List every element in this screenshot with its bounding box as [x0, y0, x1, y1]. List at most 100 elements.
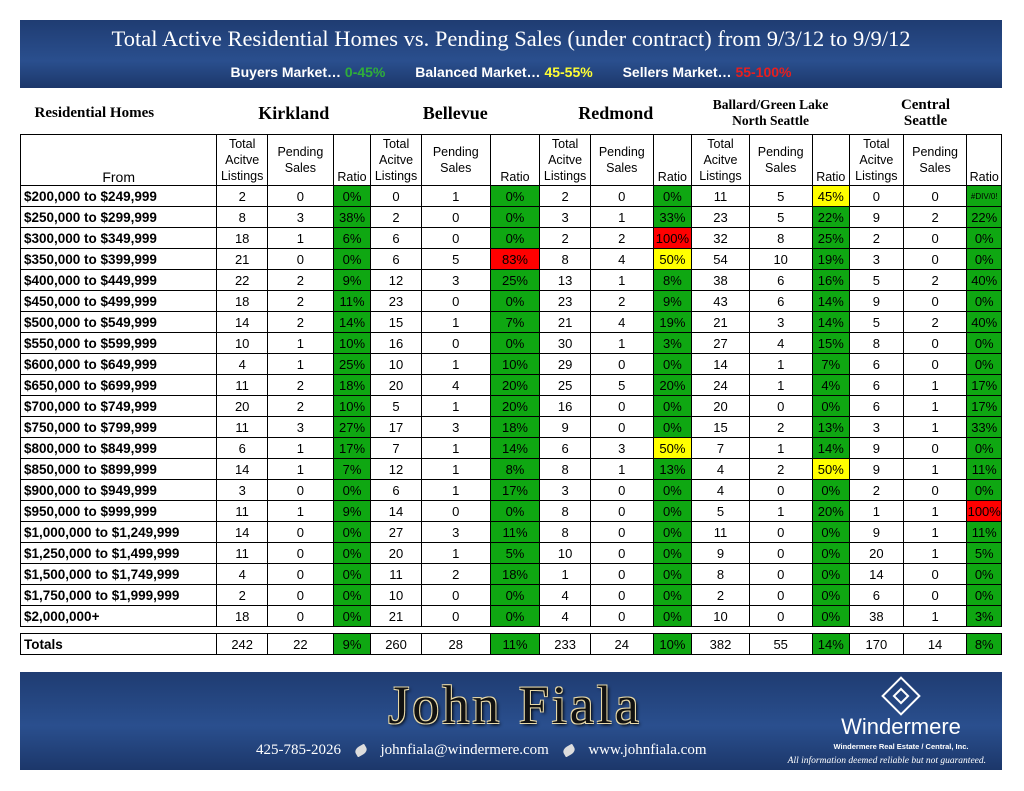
total-listings-cell: 9	[849, 521, 904, 543]
area-central-seattle: Central Seattle	[900, 97, 951, 129]
total-listings-cell: 14	[370, 500, 422, 522]
pending-sales-cell: 3	[266, 206, 334, 228]
website-link[interactable]: www.johnfiala.com	[588, 742, 707, 758]
pending-sales-cell: 1	[902, 374, 968, 396]
ratio-header: Ratio	[652, 134, 693, 186]
ratio-cell: 16%	[811, 269, 851, 291]
price-range: $450,000 to $499,999	[19, 290, 218, 312]
total-listings-cell: 38	[691, 269, 750, 291]
pending-sales-cell: 1	[589, 458, 654, 480]
brand-name: Windermere	[841, 714, 961, 739]
total-listings-cell: 11	[691, 185, 750, 207]
pending-sales-cell: 4	[589, 248, 654, 270]
ratio-cell: 0%	[652, 500, 693, 522]
ratio-cell: 0%	[966, 479, 1002, 501]
total-listings-cell: 6	[370, 479, 422, 501]
ratio-cell: 0%	[332, 185, 372, 207]
from-header: From	[19, 134, 218, 186]
pending-sales-cell: 0	[902, 479, 968, 501]
price-range: $1,000,000 to $1,249,999	[19, 521, 218, 543]
pending-sales-cell: 0	[266, 542, 334, 564]
pending-sales-cell: 8	[748, 227, 813, 249]
pending-sales-cell: 3	[420, 521, 491, 543]
ratio-cell: 50%	[811, 458, 851, 480]
total-listings-cell: 23	[539, 290, 591, 312]
total-listings-cell: 20	[370, 542, 422, 564]
ratio-cell: 0%	[652, 563, 693, 585]
legend-sellers-range: 55-100%	[735, 64, 792, 80]
price-range: Totals	[19, 633, 218, 655]
total-listings-cell: 9	[849, 206, 904, 228]
pending-sales-cell: 24	[589, 633, 654, 655]
total-listings-cell: 23	[691, 206, 750, 228]
table-row: $950,000 to $999,999 11 1 9% 14 0 0% 8 0 0% 5 1 20% 1…	[19, 500, 1002, 522]
ratio-cell: 0%	[652, 521, 693, 543]
total-listings-cell: 7	[691, 437, 750, 459]
ratio-cell: 0%	[966, 332, 1002, 354]
pending-sales-cell: 55	[748, 633, 813, 655]
total-listings-cell: 7	[370, 437, 422, 459]
total-listings-cell: 16	[539, 395, 591, 417]
total-listings-cell: 2	[691, 584, 750, 606]
ratio-cell: 8%	[966, 633, 1002, 655]
pending-sales-cell: 0	[589, 185, 654, 207]
price-range: $750,000 to $799,999	[19, 416, 218, 438]
table-row: $450,000 to $499,999 18 2 11% 23 0 0% 23 2 9% 43 6 1…	[19, 290, 1002, 312]
total-listings-cell: 8	[849, 332, 904, 354]
ratio-cell: 0%	[966, 353, 1002, 375]
pending-sales-cell: 0	[589, 542, 654, 564]
ratio-cell: 14%	[332, 311, 372, 333]
ratio-cell: 5%	[489, 542, 541, 564]
ratio-cell: 0%	[332, 248, 372, 270]
total-listings-cell: 54	[691, 248, 750, 270]
ratio-cell: 0%	[966, 290, 1002, 312]
pending-sales-cell: 0	[902, 563, 968, 585]
total-listings-cell: 242	[216, 633, 268, 655]
table-row: $650,000 to $699,999 11 2 18% 20 4 20% 25 5 20% 24…	[19, 374, 1002, 396]
windermere-mark-icon	[881, 676, 921, 716]
pending-sales-cell: 14	[902, 633, 968, 655]
total-listings-cell: 6	[370, 248, 422, 270]
ratio-cell: 0%	[652, 479, 693, 501]
pending-sales-cell: 4	[589, 311, 654, 333]
ratio-cell: 0%	[332, 479, 372, 501]
total-listings-cell: 6	[370, 227, 422, 249]
pending-sales-cell: 1	[748, 374, 813, 396]
area-bellevue: Bellevue	[422, 102, 488, 123]
pending-sales-cell: 1	[748, 500, 813, 522]
pending-sales-cell: 0	[589, 563, 654, 585]
ratio-cell: 0%	[966, 437, 1002, 459]
pending-sales-cell: 0	[748, 395, 813, 417]
price-range: $1,500,000 to $1,749,999	[19, 563, 218, 585]
ratio-cell: 0%	[811, 395, 851, 417]
total-listings-cell: 11	[691, 521, 750, 543]
ratio-cell: 0%	[489, 185, 541, 207]
ratio-cell: 0%	[332, 605, 372, 627]
total-listings-cell: 14	[849, 563, 904, 585]
total-listings-cell: 8	[539, 248, 591, 270]
pending-sales-header: Pending Sales	[420, 134, 491, 186]
total-listings-cell: 20	[370, 374, 422, 396]
total-listings-cell: 11	[370, 563, 422, 585]
ratio-header: Ratio	[489, 134, 541, 186]
total-listings-cell: 14	[216, 521, 268, 543]
ratio-cell: 0%	[652, 605, 693, 627]
total-listings-header: Total Acitve Listings	[370, 134, 422, 186]
total-listings-cell: 5	[849, 311, 904, 333]
ratio-cell: 50%	[652, 248, 693, 270]
total-listings-cell: 24	[691, 374, 750, 396]
email-address[interactable]: johnfiala@windermere.com	[380, 742, 549, 758]
table-row: $250,000 to $299,999 8 3 38% 2 0 0% 3 1 33% 23 5 22%…	[19, 206, 1002, 228]
pending-sales-cell: 0	[748, 584, 813, 606]
ratio-cell: 14%	[489, 437, 541, 459]
ratio-cell: 0%	[966, 563, 1002, 585]
page-title: Total Active Residential Homes vs. Pendi…	[111, 26, 911, 51]
ratio-cell: 11%	[332, 290, 372, 312]
ratio-cell: 0%	[332, 584, 372, 606]
total-listings-cell: 21	[691, 311, 750, 333]
pending-sales-cell: 2	[420, 563, 491, 585]
market-table: Residential Homes Kirkland Bellevue Redm…	[19, 92, 1002, 655]
table-row: $600,000 to $649,999 4 1 25% 10 1 10% 29 0 0% 14 1 7…	[19, 353, 1002, 375]
ratio-cell: 14%	[811, 290, 851, 312]
pending-sales-cell: 5	[748, 206, 813, 228]
